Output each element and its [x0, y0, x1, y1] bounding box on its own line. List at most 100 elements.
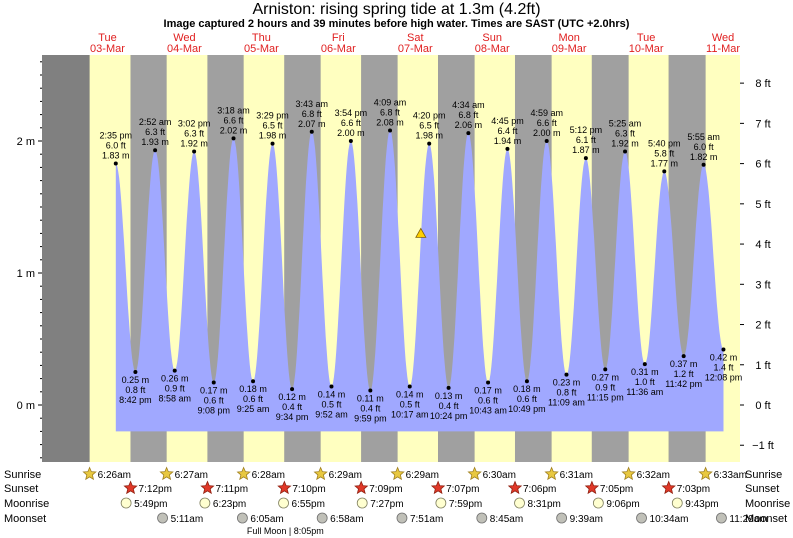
tide-m-label: 1.93 m	[141, 137, 169, 147]
chart-subtitle: Image captured 2 hours and 39 minutes be…	[163, 18, 630, 30]
moonset-icon	[716, 512, 727, 524]
tide-time-label: 10:17 am	[391, 410, 429, 420]
y-tick-label-m: 1 m	[17, 268, 35, 280]
tide-low-point	[211, 380, 216, 385]
y-tick-label-ft: −1 ft	[752, 440, 774, 452]
sunset-time: 7:07pm	[446, 484, 479, 495]
day-name-label: Tue	[637, 32, 656, 44]
row-label-moonset-right: Moonset	[745, 513, 787, 525]
moonrise-icon	[356, 497, 368, 509]
tide-m-label: 0.31 m	[631, 367, 659, 377]
tide-low-point	[446, 385, 451, 390]
day-date-label: 09-Mar	[552, 43, 587, 55]
sunrise-time: 6:29am	[406, 470, 439, 481]
sunset-icon	[584, 480, 600, 495]
tide-ft-label: 1.0 ft	[635, 377, 656, 387]
row-label-moonset-left: Moonset	[4, 513, 46, 525]
moonset-time: 10:34am	[650, 514, 689, 525]
sunset-time: 7:10pm	[292, 484, 325, 495]
moonrise-icon	[278, 497, 289, 509]
tide-high-point	[113, 161, 118, 166]
day-name-label: Tue	[98, 32, 117, 44]
tide-high-point	[427, 141, 432, 146]
tide-high-point	[623, 149, 628, 154]
sunset-icon	[430, 480, 446, 495]
tide-m-label: 2.08 m	[376, 117, 404, 127]
day-name-label: Sat	[407, 32, 424, 44]
tide-m-label: 1.87 m	[572, 145, 600, 155]
sunrise-icon	[159, 466, 174, 481]
tide-ft-label: 0.9 ft	[165, 384, 186, 394]
row-label-moonrise-left: Moonrise	[4, 498, 49, 510]
tide-high-point	[662, 169, 667, 174]
moonset-time: 7:51am	[410, 514, 443, 525]
tide-time-label: 12:08 pm	[705, 373, 743, 383]
tide-low-point	[642, 362, 647, 367]
tide-ft-label: 6.4 ft	[497, 126, 518, 136]
tide-high-point	[583, 156, 588, 161]
moonrise-time: 9:06pm	[606, 499, 639, 510]
moon-phase-label: Full Moon | 8:05pm	[247, 526, 324, 536]
tide-high-point	[544, 139, 549, 143]
day-name-label: Fri	[332, 32, 345, 44]
moonrise-icon	[671, 497, 683, 509]
sunrise-icon	[313, 466, 328, 481]
tide-low-point	[603, 367, 608, 372]
day-date-label: 10-Mar	[629, 43, 664, 55]
tide-m-label: 1.94 m	[494, 136, 522, 146]
day-date-label: 08-Mar	[475, 43, 510, 55]
tide-m-label: 0.13 m	[435, 391, 463, 401]
moonrise-icon	[435, 497, 447, 509]
tide-time-label: 11:15 pm	[587, 392, 624, 402]
tide-ft-label: 6.1 ft	[576, 135, 597, 145]
tide-time-label: 5:40 pm	[648, 138, 681, 148]
tide-high-point	[231, 136, 236, 141]
tide-m-label: 0.27 m	[592, 372, 620, 382]
sunset-time: 7:03pm	[677, 484, 710, 495]
tide-low-point	[681, 354, 686, 359]
row-label-sunset-left: Sunset	[4, 483, 38, 495]
day-name-label: Wed	[712, 32, 734, 44]
tide-time-label: 4:20 pm	[413, 111, 446, 121]
tide-high-point	[192, 149, 197, 154]
tide-time-label: 8:42 pm	[119, 395, 152, 405]
tide-time-label: 4:34 am	[452, 100, 485, 110]
tide-m-label: 0.37 m	[670, 359, 698, 369]
y-tick-label-ft: 6 ft	[755, 159, 770, 171]
tide-m-label: 1.98 m	[415, 131, 443, 141]
sunrise-icon	[82, 466, 97, 481]
tide-time-label: 9:08 pm	[197, 406, 230, 416]
tide-time-label: 9:34 pm	[276, 412, 309, 422]
y-tick-label-ft: 8 ft	[755, 78, 770, 90]
sunset-icon	[354, 480, 369, 495]
moonset-icon	[396, 512, 408, 524]
sunrise-time: 6:28am	[252, 470, 285, 481]
moonset-time: 11:29am	[729, 514, 767, 525]
chart-title: Arniston: rising spring tide at 1.3m (4.…	[252, 1, 541, 18]
row-label-moonrise-right: Moonrise	[745, 498, 790, 510]
tide-time-label: 3:02 pm	[178, 119, 211, 129]
tide-m-label: 1.98 m	[259, 131, 287, 141]
tide-ft-label: 0.8 ft	[125, 385, 146, 395]
tide-m-label: 0.18 m	[239, 384, 267, 394]
moonrise-time: 9:43pm	[685, 499, 718, 510]
tide-m-label: 0.11 m	[357, 393, 384, 403]
sunrise-icon	[621, 466, 636, 481]
tide-ft-label: 0.5 ft	[400, 400, 421, 410]
tide-m-label: 2.06 m	[455, 120, 483, 130]
day-name-label: Sun	[482, 32, 502, 44]
day-date-label: 11-Mar	[706, 43, 740, 55]
tide-ft-label: 6.8 ft	[380, 107, 401, 117]
tide-time-label: 8:58 am	[158, 394, 191, 404]
tide-low-point	[721, 347, 726, 352]
sunrise-time: 6:33am	[714, 470, 747, 481]
tide-high-point	[466, 131, 471, 136]
sunset-time: 7:06pm	[523, 484, 556, 495]
tide-high-point	[348, 139, 353, 143]
tide-time-label: 3:29 pm	[256, 111, 289, 121]
y-tick-label-m: 0 m	[17, 400, 35, 412]
moonrise-icon	[514, 497, 525, 509]
tide-time-label: 10:43 am	[469, 406, 507, 416]
sunrise-time: 6:32am	[637, 470, 670, 481]
day-date-label: 04-Mar	[167, 43, 202, 55]
